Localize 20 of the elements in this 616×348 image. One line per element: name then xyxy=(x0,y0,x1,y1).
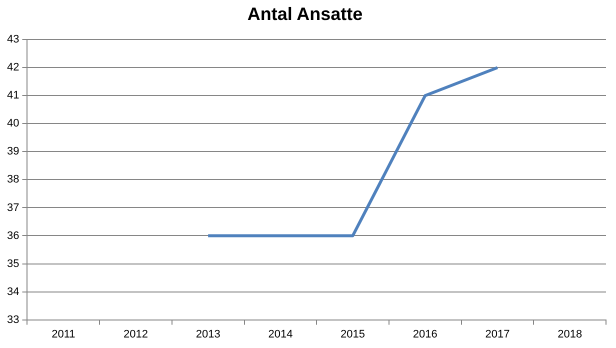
x-tick-label: 2015 xyxy=(340,328,366,340)
y-tick-label: 38 xyxy=(6,174,20,186)
y-tick-label: 40 xyxy=(6,118,20,130)
y-tick-label: 33 xyxy=(6,314,20,326)
x-tick-label: 2013 xyxy=(196,328,220,340)
x-tick-label: 2012 xyxy=(124,328,148,340)
y-tick-label: 34 xyxy=(6,286,20,298)
x-tick-label: 2014 xyxy=(268,328,293,340)
y-tick-label: 36 xyxy=(6,230,20,242)
y-tick-label: 41 xyxy=(6,90,20,102)
y-tick-label: 37 xyxy=(6,202,20,214)
x-tick-label: 2017 xyxy=(485,328,510,340)
y-tick-label: 43 xyxy=(6,34,20,46)
chart-title: Antal Ansatte xyxy=(247,4,363,24)
y-tick-label: 42 xyxy=(6,62,20,74)
y-tick-label: 39 xyxy=(6,146,20,158)
x-tick-label: 2018 xyxy=(558,328,582,340)
x-tick-label: 2016 xyxy=(412,328,438,340)
x-tick-label: 2011 xyxy=(52,328,76,340)
y-tick-label: 35 xyxy=(6,258,20,270)
